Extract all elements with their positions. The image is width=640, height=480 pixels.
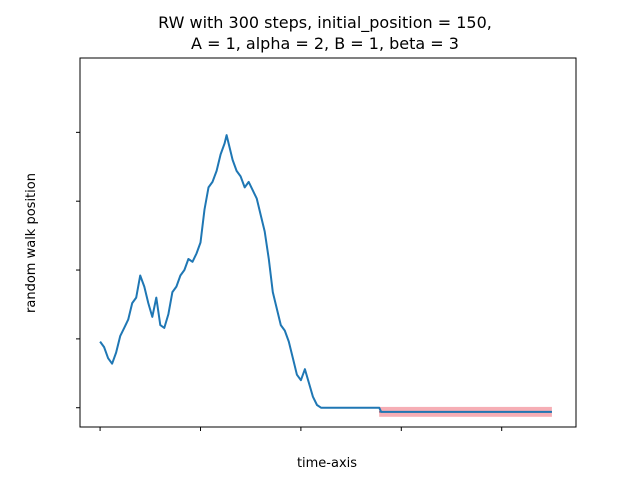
y-axis-label: random walk position [24,173,39,313]
chart-title-line-1: RW with 300 steps, initial_position = 15… [158,13,492,33]
series-line-layer [99,134,552,413]
plot-frame [79,57,577,428]
y-ticks [76,131,80,409]
x-axis-label: time-axis [297,456,357,471]
x-ticks [99,427,503,431]
chart-title-line-2: A = 1, alpha = 2, B = 1, beta = 3 [191,34,459,53]
random-walk-line [99,134,552,413]
